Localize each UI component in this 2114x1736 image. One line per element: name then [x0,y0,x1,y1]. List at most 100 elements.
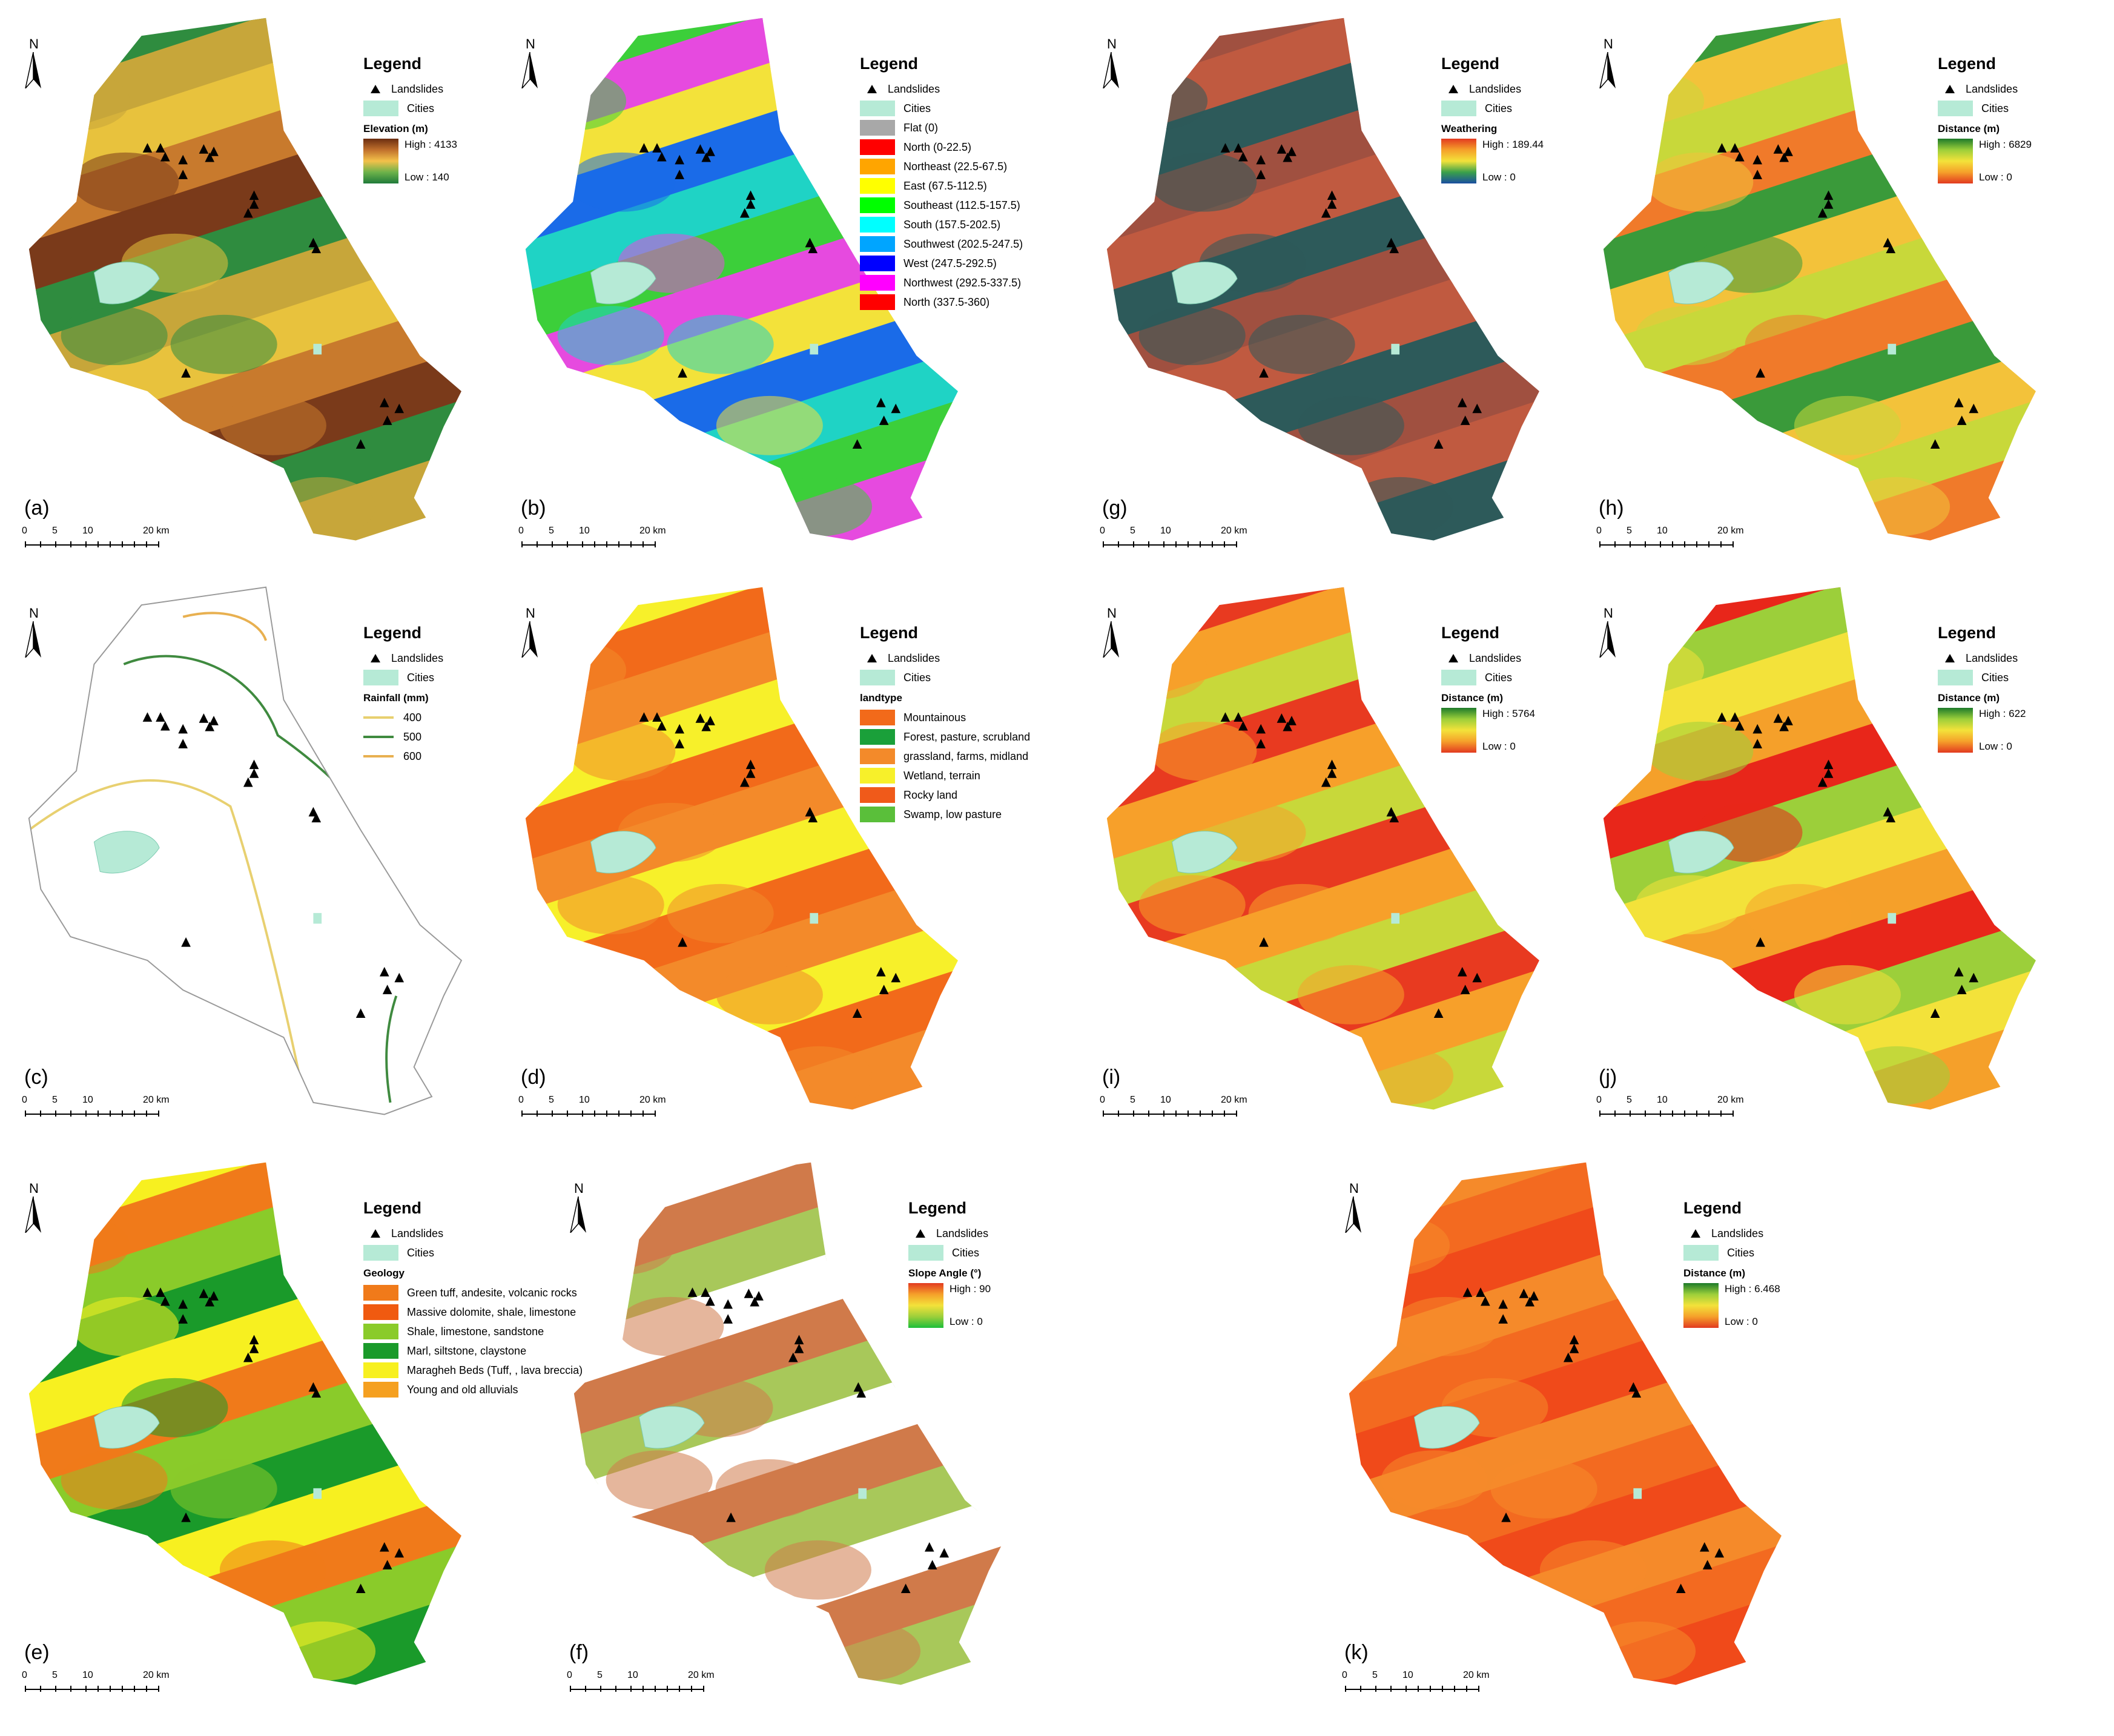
legend-landslides-label: Landslides [888,652,940,664]
landslide-icon [1945,654,1955,662]
panel-label: (a) [24,497,50,520]
legend: Legend Landslides Cities landtype Mountainou… [860,624,1030,824]
landslide-marker [1569,1335,1579,1345]
landslide-marker [181,368,191,378]
legend-landslides-label: Landslides [1469,82,1522,95]
landslide-marker [1756,937,1765,947]
scale-tick-label: 0 [22,1670,27,1680]
landslide-marker [205,1296,215,1307]
gradient-labels: High : 6.468 Low : 0 [1725,1283,1780,1328]
landslide-icon [867,654,877,662]
gradient-labels: High : 189.44 Low : 0 [1482,139,1544,183]
legend-high: High : 90 [950,1283,991,1295]
legend-class-label: Mountainous [903,711,966,724]
landslide-marker [355,439,366,449]
legend-landslides: Landslides [1938,649,2077,668]
legend-class: Rocky land [860,785,999,805]
landslide-marker [1287,716,1296,725]
landslide-marker [675,170,684,179]
legend-title: Legend [860,624,919,642]
landslide-marker [1389,813,1399,823]
scale-tick-label: 5 [52,1670,58,1680]
landslide-marker [1756,368,1765,378]
gradient-labels: High : 90 Low : 0 [950,1283,991,1328]
landslide-marker [1930,439,1940,449]
legend-cities: Cities [363,668,503,687]
landslide-marker [1220,143,1230,153]
map-area [1603,587,2036,1115]
landslide-marker [1460,985,1470,994]
map-panel-a: N (a) 0 5 10 20 km Legend Landslides Cities Eleva… [0,12,503,569]
legend-gradient: High : 189.44 Low : 0 [1441,139,1581,183]
landslide-marker [142,712,153,722]
landslide-marker [178,1299,188,1309]
legend-class-label: Shale, limestone, sandstone [407,1325,544,1338]
legend-cities-label: Cities [1485,671,1513,684]
landslide-marker [209,716,219,725]
landslide-marker [891,972,901,983]
landslide-marker [939,1548,950,1558]
landslide-marker [382,985,392,994]
landslide-marker [1277,713,1287,723]
panel-label: (e) [24,1641,50,1664]
legend-low: Low : 0 [1482,741,1516,752]
landslide-marker [205,152,215,162]
landslide-marker [745,759,756,770]
landslide-marker [1823,199,1834,209]
landslide-marker [701,1287,710,1297]
landslide-marker [1327,759,1337,770]
panel-label: (b) [521,497,546,520]
north-arrow-icon: N [1102,36,1126,97]
legend-landslides: Landslides [1441,79,1581,99]
landslide-marker [178,724,188,734]
legend-landslides-label: Landslides [1966,82,2018,95]
legend-landslides: Landslides [1683,1224,1823,1243]
class-swatch [860,748,895,764]
landslide-marker [1883,237,1893,248]
landslide-marker [394,972,405,983]
scale-tick-label: 5 [1627,526,1632,536]
legend-class: Swamp, low pasture [860,805,1002,824]
north-label: N [526,606,535,621]
landslide-marker [1752,739,1762,748]
scale-tick-label: 5 [1130,1095,1135,1105]
landslide-marker [1256,170,1266,179]
landslide-marker [1676,1583,1686,1593]
landslide-marker [876,397,886,408]
gradient-labels: High : 6829 Low : 0 [1979,139,2032,183]
legend-low: Low : 0 [1725,1316,1758,1327]
class-swatch [860,294,895,310]
legend: Legend Landslides Cities Elevation (m) High … [363,54,503,183]
landslide-marker [243,208,253,218]
legend-cities: Cities [1441,99,1581,118]
map-panel-e: N (e) 0 5 10 20 km Legend Landslides Cities Geolo… [0,1157,583,1714]
legend-class: grassland, farms, midland [860,747,1028,766]
north-label: N [1107,606,1117,621]
legend-high: High : 189.44 [1482,139,1544,150]
landslide-marker [639,143,649,153]
legend-title: Legend [908,1199,967,1217]
legend-cities-label: Cities [407,1246,435,1259]
legend-class: Wetland, terrain [860,766,999,785]
class-swatch [363,1362,398,1378]
legend-class-label: East (67.5-112.5) [903,179,987,192]
landslide-marker [900,1583,911,1593]
legend: Legend Landslides Cities Slope Angle (°) Hig… [908,1199,1048,1328]
city-swatch [363,101,398,116]
landslide-marker [1501,1512,1511,1522]
legend-class: Maragheh Beds (Tuff, , lava breccia) [363,1361,583,1380]
city-polygon [93,831,160,874]
landslide-marker [1259,937,1269,947]
map-panel-d: N (d) 0 5 10 20 km Legend Landslides Cities landt… [497,581,1030,1138]
legend-high: High : 6829 [1979,139,2032,150]
landslide-marker [701,721,712,731]
city-swatch [1441,101,1476,116]
landslide-marker [879,985,889,994]
landslide-marker [1481,1296,1490,1306]
legend-class: Forest, pasture, scrubland [860,727,1030,747]
scale-tick-label: 20 km [1717,1095,1744,1105]
scale-tick-label: 0 [1100,1095,1105,1105]
legend-landslides-label: Landslides [391,82,444,95]
landslide-marker [739,208,750,218]
class-swatch [860,217,895,233]
